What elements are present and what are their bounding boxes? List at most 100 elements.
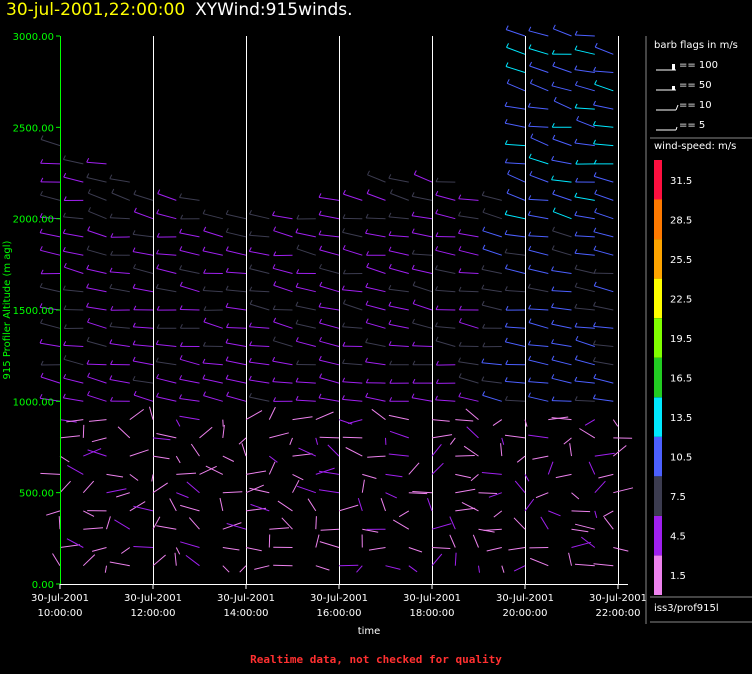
barb-feather	[505, 360, 509, 365]
wind-barb	[133, 190, 154, 201]
wind-barb	[427, 498, 433, 512]
wind-barb	[222, 491, 243, 494]
wind-barb	[342, 436, 363, 439]
colorbar-swatch	[654, 199, 662, 239]
barb-staff	[117, 426, 131, 439]
legend-barb-feather	[675, 126, 678, 131]
barb-staff	[86, 249, 107, 256]
wind-barb	[296, 485, 316, 494]
wind-barb	[58, 516, 61, 530]
barb-staff	[593, 360, 614, 366]
barb-staff	[466, 426, 479, 439]
barb-feather	[506, 79, 510, 84]
wind-barb	[408, 565, 418, 573]
x-tick-date: 30-Jul-2001	[496, 593, 554, 604]
data-source-label: iss3/prof915l	[654, 603, 719, 614]
barb-feather	[505, 305, 509, 311]
colorbar-label: 28.5	[670, 215, 692, 226]
barb-feather	[458, 392, 462, 397]
barb-feather	[203, 317, 207, 323]
barb-staff	[435, 249, 456, 256]
barb-staff	[63, 232, 84, 238]
barb-staff	[435, 399, 456, 402]
wind-barb	[52, 553, 61, 566]
barb-feather	[528, 195, 532, 200]
barb-feather	[179, 305, 183, 310]
barb-staff	[506, 192, 526, 201]
barb-staff	[553, 211, 572, 220]
wind-barb	[449, 437, 456, 445]
barb-staff	[571, 541, 592, 548]
wind-barb	[296, 244, 316, 256]
wind-barb	[63, 196, 84, 201]
barb-feather	[504, 101, 508, 107]
wind-barb	[226, 323, 247, 329]
barb-staff	[540, 516, 549, 530]
barb-staff	[86, 268, 107, 274]
barb-feather	[109, 375, 113, 380]
x-tick-date: 30-Jul-2001	[589, 593, 647, 604]
wind-barb	[149, 406, 154, 420]
barb-staff	[296, 340, 316, 347]
barb-feather	[592, 356, 596, 362]
wind-barb	[365, 378, 386, 384]
wind-barb	[179, 355, 200, 366]
x-tick-date: 30-Jul-2001	[124, 593, 182, 604]
barb-feather	[86, 245, 90, 250]
wind-barb	[603, 516, 614, 530]
x-tick-date: 30-Jul-2001	[310, 593, 368, 604]
barb-staff	[593, 124, 614, 128]
wind-barb	[40, 159, 61, 165]
barb-feather	[458, 357, 461, 362]
barb-staff	[504, 252, 526, 256]
barb-staff	[109, 271, 130, 274]
barb-feather	[365, 229, 368, 234]
wind-barb	[458, 373, 479, 384]
barb-staff	[388, 305, 409, 311]
wind-barb	[114, 519, 131, 530]
barb-feather	[593, 159, 597, 165]
barb-staff	[455, 455, 475, 457]
barb-feather	[365, 338, 369, 343]
barb-staff	[342, 231, 363, 238]
barb-staff	[408, 565, 418, 573]
barb-staff	[342, 362, 363, 366]
wind-barb	[481, 358, 502, 366]
barb-staff	[222, 424, 225, 438]
wind-barb	[318, 230, 340, 238]
barb-staff	[82, 480, 95, 494]
wind-barb	[528, 318, 549, 329]
barb-staff	[203, 395, 223, 402]
wind-barb	[319, 318, 340, 329]
wind-barb	[273, 317, 293, 329]
wind-barb	[528, 26, 549, 37]
barb-feather	[109, 339, 113, 344]
barb-feather	[594, 208, 598, 213]
barb-feather	[505, 25, 509, 30]
barb-staff	[39, 232, 61, 238]
barb-feather	[574, 396, 578, 401]
barb-feather	[365, 300, 369, 306]
barb-feather	[527, 340, 531, 345]
wind-barb	[528, 392, 549, 402]
barb-staff	[175, 547, 181, 555]
barb-staff	[249, 213, 270, 220]
wind-barb	[273, 251, 293, 257]
barb-staff	[110, 217, 130, 220]
colorbar-label: 22.5	[670, 294, 692, 305]
barb-staff	[574, 380, 595, 384]
barb-feather	[388, 284, 392, 290]
barb-staff	[121, 547, 131, 554]
barb-staff	[190, 443, 200, 457]
barb-staff	[199, 465, 217, 475]
wind-barb	[388, 284, 409, 293]
wind-barb	[132, 356, 154, 366]
barb-staff	[226, 231, 247, 238]
barb-feather	[388, 212, 392, 218]
wind-barb	[458, 268, 479, 274]
wind-barb	[277, 500, 293, 512]
barb-feather	[528, 355, 532, 361]
wind-barb	[179, 375, 200, 384]
barb-feather	[411, 264, 415, 270]
wind-barb	[179, 305, 200, 311]
